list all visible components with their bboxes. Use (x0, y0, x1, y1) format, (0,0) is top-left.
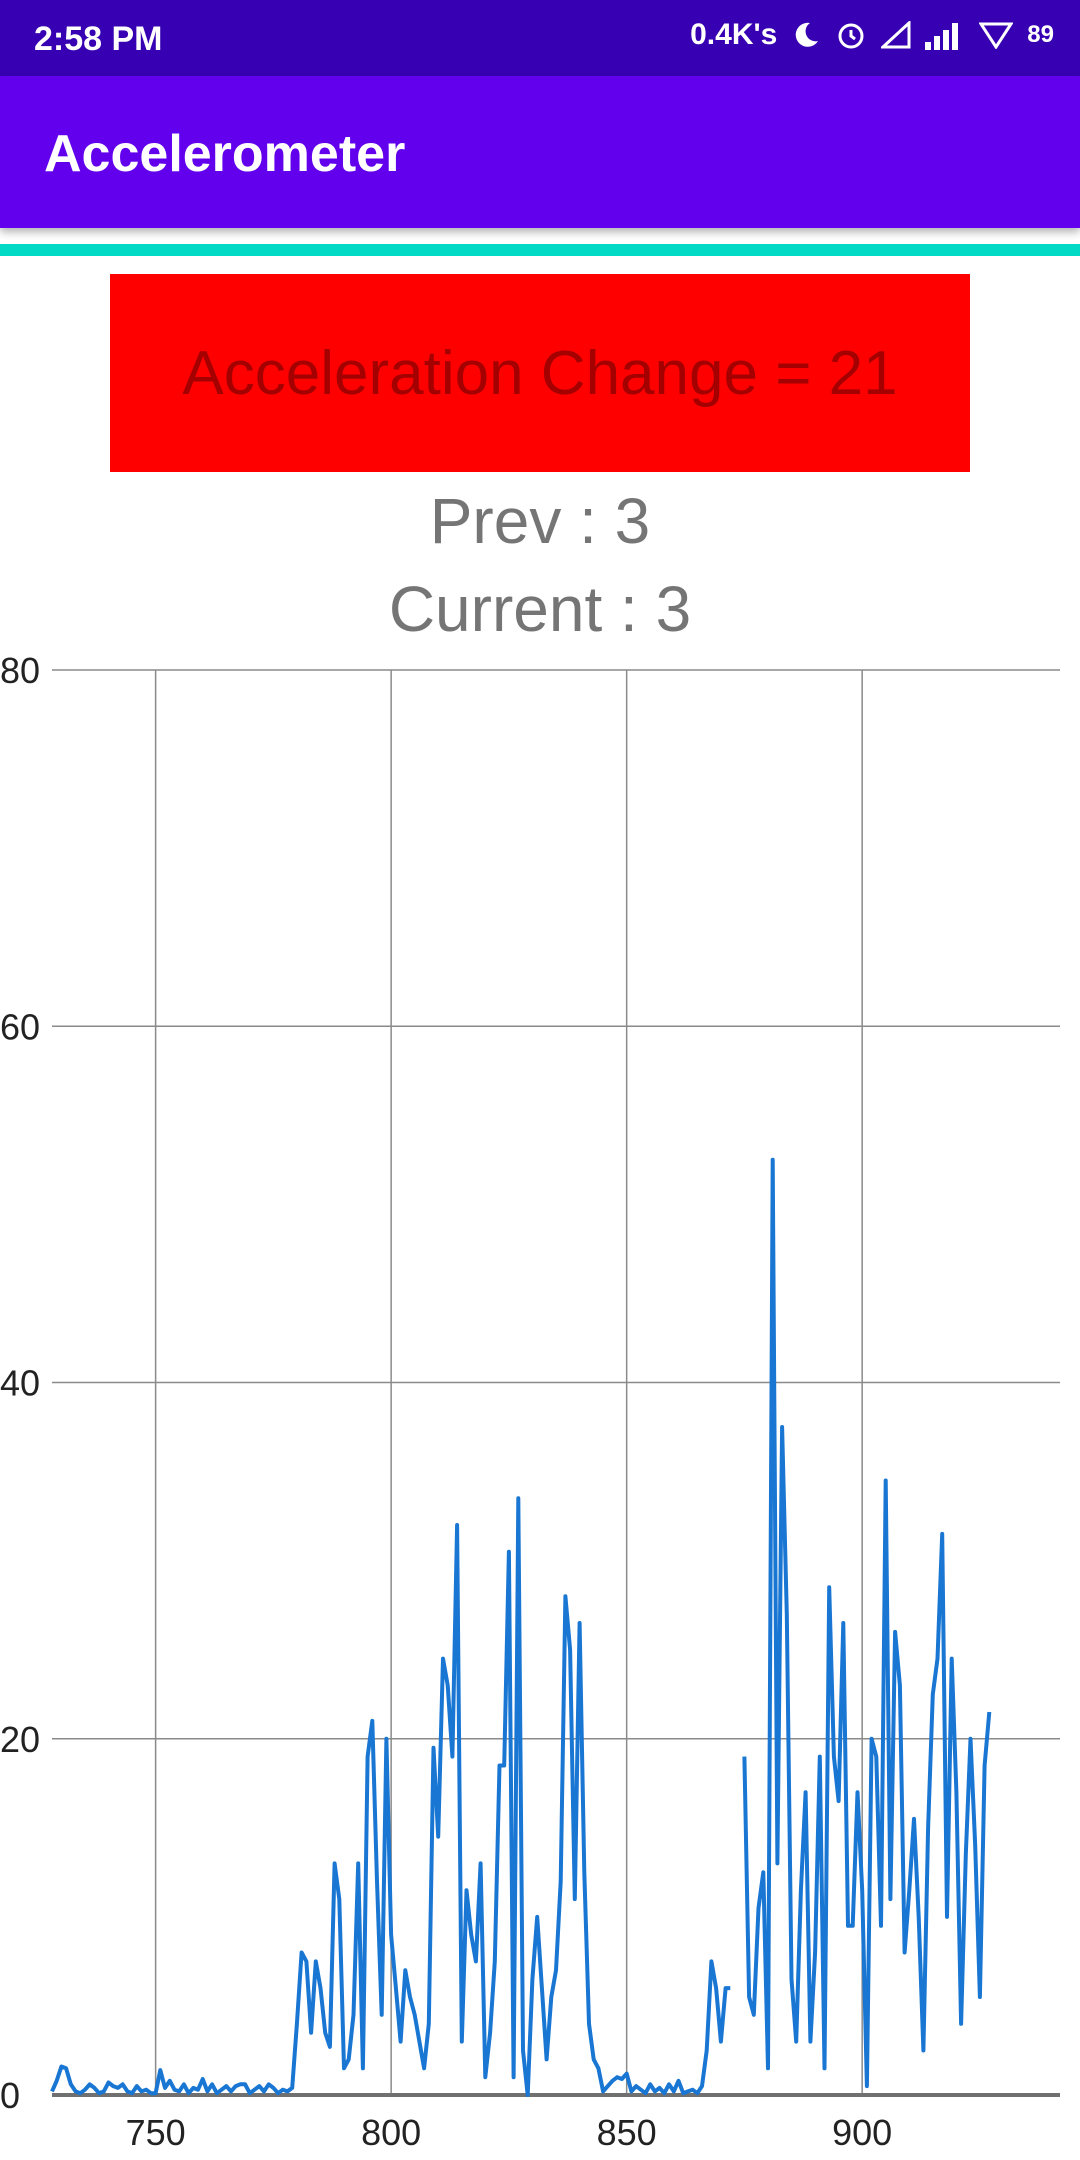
signal-bars-icon (925, 20, 965, 50)
y-tick-label: 40 (0, 1363, 40, 1404)
moon-icon (791, 20, 821, 50)
series-line (50, 1157, 992, 2097)
app-bar: Accelerometer (0, 76, 1080, 228)
network-speed: 0.4K's (690, 18, 778, 51)
status-icons: 0.4K's 89 (690, 18, 1054, 52)
x-tick-label: 850 (597, 2112, 657, 2153)
x-tick-label: 750 (126, 2112, 186, 2153)
prev-value: Prev : 3 (429, 485, 651, 557)
current-value: Current : 3 (388, 573, 692, 645)
battery-icon: 89 (1027, 21, 1054, 48)
acceleration-change-banner: Acceleration Change = 21 (110, 274, 970, 472)
y-tick-label: 80 (0, 650, 40, 691)
wifi-icon (979, 21, 1014, 49)
accent-divider (0, 244, 1080, 256)
status-bar: 2:58 PM 0.4K's 89 (0, 0, 1080, 76)
y-tick-label: 0 (0, 2075, 20, 2116)
acceleration-chart: 0 20 40 60 80 750 800 850 900 (0, 650, 1060, 2153)
y-tick-label: 60 (0, 1006, 40, 1047)
x-tick-label: 900 (832, 2112, 892, 2153)
acceleration-change-text: Acceleration Change = 21 (182, 338, 898, 408)
app-title: Accelerometer (44, 125, 406, 183)
x-tick-label: 800 (361, 2112, 421, 2153)
alarm-icon (835, 19, 867, 51)
signal-outline-icon (881, 21, 911, 49)
status-time: 2:58 PM (34, 20, 163, 58)
y-tick-label: 20 (0, 1719, 40, 1760)
